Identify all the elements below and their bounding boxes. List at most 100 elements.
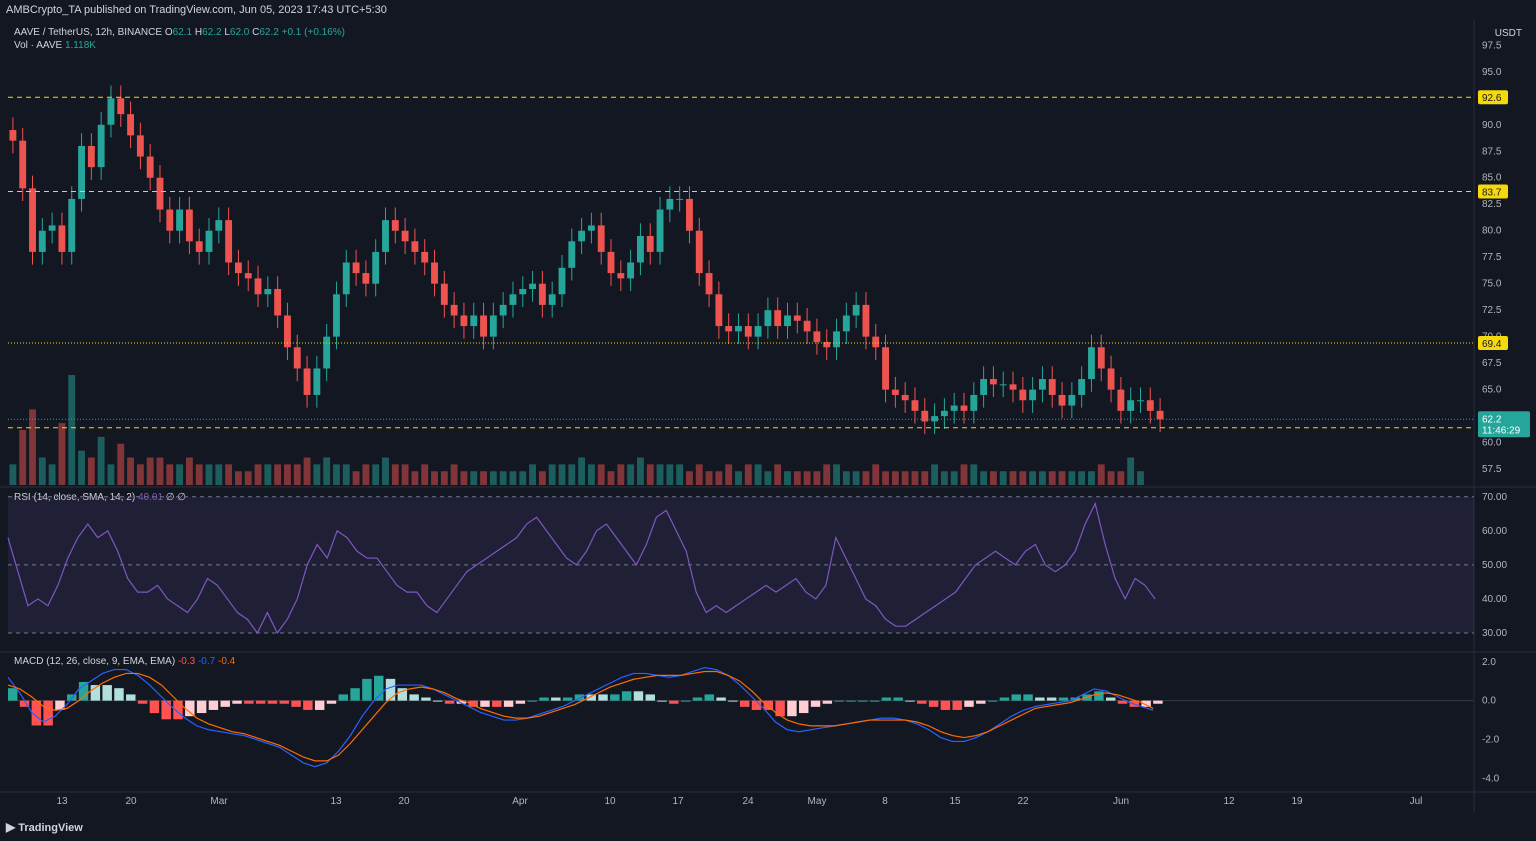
rsi-value: 40.01: [138, 492, 163, 503]
volume-bar: [646, 464, 654, 485]
macd-histogram-bar: [515, 700, 526, 704]
volume-bar: [78, 450, 85, 485]
macd-histogram-bar: [196, 700, 207, 714]
rsi-band: [8, 496, 1474, 633]
volume-bar: [352, 471, 360, 485]
macd-histogram-bar: [267, 700, 278, 704]
macd-histogram-bar: [598, 694, 608, 701]
macd-hist-value: -0.3: [177, 656, 196, 667]
volume-bar: [489, 471, 497, 485]
macd-histogram-bar: [917, 700, 927, 704]
volume-bar: [9, 464, 17, 485]
volume-bar: [862, 471, 870, 485]
candle-body: [695, 230, 703, 274]
volume-bar: [980, 471, 988, 485]
candle-body: [686, 198, 693, 231]
volume-bar: [225, 464, 233, 485]
macd-histogram-bar: [126, 694, 136, 701]
macd-tick-label: -2.0: [1482, 734, 1500, 745]
macd-histogram-bar: [940, 700, 951, 710]
macd-histogram-bar: [373, 675, 384, 701]
symbol-title[interactable]: AAVE / TetherUS, 12h, BINANCE: [14, 27, 163, 38]
level-tag: [1478, 336, 1508, 351]
rsi-extra: ∅ ∅: [166, 492, 186, 503]
macd-histogram-bar: [149, 700, 160, 714]
volume-bar: [48, 464, 56, 485]
macd-histogram-bar: [314, 700, 325, 710]
open-value: 62.1: [172, 27, 193, 38]
volume-bar: [156, 457, 164, 485]
volume-bar: [117, 443, 125, 485]
candle-body: [333, 294, 340, 337]
volume-bar: [803, 471, 811, 485]
volume-bar: [764, 471, 772, 485]
macd-histogram-bar: [633, 691, 644, 701]
candle-body: [274, 288, 282, 316]
rsi-label[interactable]: RSI (14, close, SMA, 14, 2): [14, 492, 135, 503]
volume-bar: [636, 457, 644, 485]
macd-histogram-bar: [90, 685, 101, 701]
macd-histogram-bar: [680, 700, 691, 702]
volume-bar: [999, 471, 1007, 485]
volume-bar: [1029, 471, 1037, 485]
macd-histogram-bar: [244, 700, 254, 704]
macd-histogram-bar: [19, 700, 30, 707]
time-axis-label: 15: [949, 796, 961, 807]
candle-body: [862, 304, 870, 337]
macd-histogram-bar: [1058, 697, 1069, 701]
candle-body: [509, 294, 517, 305]
macd-histogram-bar: [692, 697, 703, 701]
volume-bar: [127, 457, 134, 485]
volume-bar: [1048, 471, 1056, 485]
volume-bar: [695, 464, 703, 485]
time-axis-label: 12: [1223, 796, 1235, 807]
candle-body: [568, 241, 576, 268]
candle-body: [617, 273, 625, 279]
volume-bar: [793, 471, 801, 485]
candle-body: [715, 294, 723, 327]
price-tick-label: 67.5: [1482, 358, 1502, 369]
volume-label[interactable]: Vol · AAVE: [14, 40, 63, 51]
macd-histogram-bar: [161, 700, 171, 720]
candle-body: [764, 310, 772, 327]
macd-histogram-bar: [326, 700, 337, 704]
macd-histogram-bar: [350, 688, 360, 701]
candle-body: [744, 326, 752, 337]
macd-histogram-bar: [31, 700, 42, 726]
candle-body: [1019, 389, 1027, 401]
volume-bar: [470, 471, 478, 485]
candle-body: [970, 394, 978, 411]
candle-body: [803, 320, 811, 332]
volume-bar: [136, 464, 144, 485]
candle-body: [225, 220, 233, 263]
macd-histogram-bar: [468, 700, 478, 707]
candle-body: [1088, 347, 1095, 380]
candle-body: [19, 140, 27, 189]
macd-tick-label: 0.0: [1482, 696, 1496, 707]
volume-bar: [411, 471, 419, 485]
volume-bar: [558, 464, 566, 485]
macd-histogram-bar: [173, 700, 183, 720]
candle-body: [901, 394, 909, 401]
high-label: H: [194, 27, 203, 38]
macd-label[interactable]: MACD (12, 26, close, 9, EMA, EMA): [14, 656, 176, 667]
level-tag: [1478, 184, 1508, 199]
candle-body: [1117, 389, 1125, 411]
volume-bar: [587, 464, 595, 485]
volume-bar: [705, 471, 713, 485]
candle-body: [499, 304, 507, 316]
macd-histogram-bar: [621, 691, 632, 701]
macd-histogram-bar: [574, 694, 585, 701]
time-axis-label: 17: [672, 796, 684, 807]
candle-body: [587, 225, 595, 231]
level-tag: [1478, 90, 1508, 105]
macd-histogram-bar: [834, 700, 844, 702]
macd-histogram-bar: [385, 678, 396, 701]
volume-bar: [166, 464, 174, 485]
volume-bar: [313, 464, 321, 485]
volume-bar: [342, 464, 350, 485]
time-axis-label: Mar: [210, 796, 228, 807]
volume-bar: [1097, 464, 1105, 485]
candle-body: [1137, 400, 1144, 402]
